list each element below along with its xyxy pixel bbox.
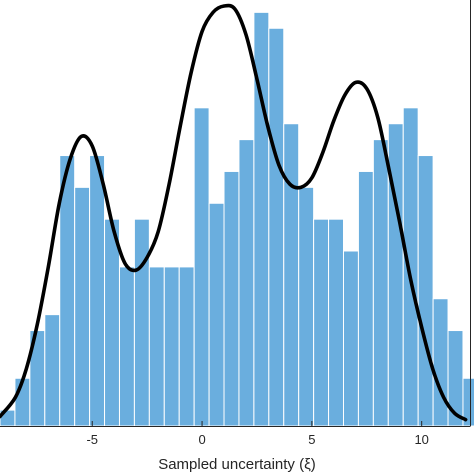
histogram-bar	[223, 170, 240, 427]
histogram-bar	[89, 155, 106, 427]
histogram-bar	[118, 266, 135, 427]
histogram-bars	[0, 11, 474, 427]
histogram-bar	[328, 218, 344, 427]
x-tick-label: 0	[198, 432, 205, 447]
histogram-bar	[104, 218, 120, 427]
histogram-bar	[238, 139, 255, 427]
histogram-bar	[148, 266, 165, 427]
x-tick-label: -5	[86, 432, 98, 447]
histogram-bar	[133, 218, 150, 427]
histogram-bar	[283, 123, 300, 427]
density-curve	[0, 3, 468, 422]
histogram-bar	[163, 266, 180, 427]
histogram-bar	[74, 186, 91, 427]
histogram-bar	[298, 186, 315, 427]
x-axis-label: Sampled uncertainty (ξ)	[158, 456, 316, 473]
x-tick-label: 10	[414, 432, 428, 447]
x-tick-label: 5	[308, 432, 315, 447]
histogram-bar	[432, 298, 449, 427]
histogram-bar	[357, 170, 374, 427]
histogram-bar	[44, 314, 61, 427]
histogram-bar	[178, 266, 195, 427]
x-axis-ticks: -5 0 5 10	[86, 421, 429, 447]
histogram-bar	[313, 218, 330, 427]
histogram-bar	[268, 27, 285, 427]
histogram-bar	[193, 107, 210, 427]
histogram-bar	[402, 107, 419, 427]
histogram-bar	[208, 202, 225, 427]
histogram-bar	[417, 155, 434, 427]
histogram-bar	[372, 139, 389, 427]
histogram-bar	[342, 250, 359, 427]
